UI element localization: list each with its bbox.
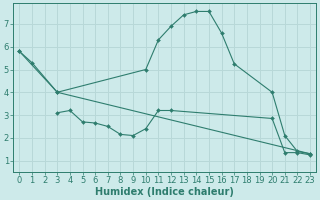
X-axis label: Humidex (Indice chaleur): Humidex (Indice chaleur) (95, 187, 234, 197)
